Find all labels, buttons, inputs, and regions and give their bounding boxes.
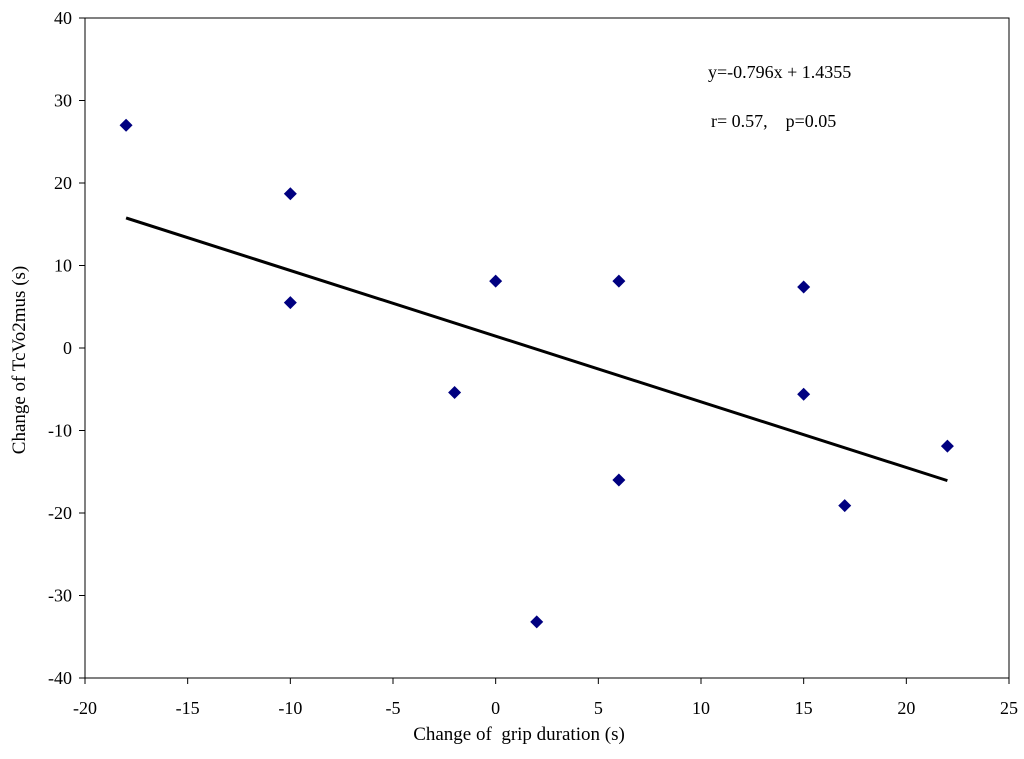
data-point [940, 439, 954, 453]
plot-area [84, 17, 1010, 679]
data-point [797, 280, 811, 294]
data-point [448, 386, 462, 400]
data-point [612, 473, 626, 487]
x-tick-label: 15 [795, 698, 813, 718]
y-tick-label: 20 [54, 173, 72, 193]
data-point [612, 274, 626, 288]
x-axis-title: Change of grip duration (s) [413, 724, 625, 745]
data-point [489, 274, 503, 288]
y-tick-label: 30 [54, 91, 72, 111]
data-point [283, 296, 297, 310]
x-tick-label: -5 [386, 698, 401, 718]
x-tick-label: -20 [73, 698, 97, 718]
y-tick-label: -20 [48, 503, 72, 523]
regression-equation: y=-0.796x + 1.4355 [708, 62, 851, 82]
data-point [530, 615, 544, 629]
y-tick-label: 40 [54, 8, 72, 28]
trendline-layer [125, 216, 948, 483]
points-layer [119, 118, 954, 629]
trendline [125, 216, 948, 483]
x-tick-label: -15 [176, 698, 200, 718]
y-tick-label: -30 [48, 586, 72, 606]
data-point [797, 387, 811, 401]
y-tick-label: 10 [54, 256, 72, 276]
x-tick-label: 0 [491, 698, 500, 718]
y-tick-label: -40 [48, 668, 72, 688]
data-point [838, 499, 852, 513]
x-tick-label: 20 [897, 698, 915, 718]
y-tick-label: -10 [48, 421, 72, 441]
x-tick-label: 10 [692, 698, 710, 718]
x-tick-label: 25 [1000, 698, 1018, 718]
y-axis-title: Change of TcVo2mus (s) [9, 266, 30, 454]
data-point [283, 187, 297, 201]
correlation-stats: r= 0.57, p=0.05 [711, 111, 836, 131]
y-tick-label: 0 [63, 338, 72, 358]
ticks-layer: -20 -15 -10 -5 0 5 10 15 20 25 -40 -30 -20 -10 0 10 20 30… [48, 8, 1018, 718]
data-point [119, 118, 133, 132]
x-tick-label: -10 [278, 698, 302, 718]
x-tick-label: 5 [594, 698, 603, 718]
